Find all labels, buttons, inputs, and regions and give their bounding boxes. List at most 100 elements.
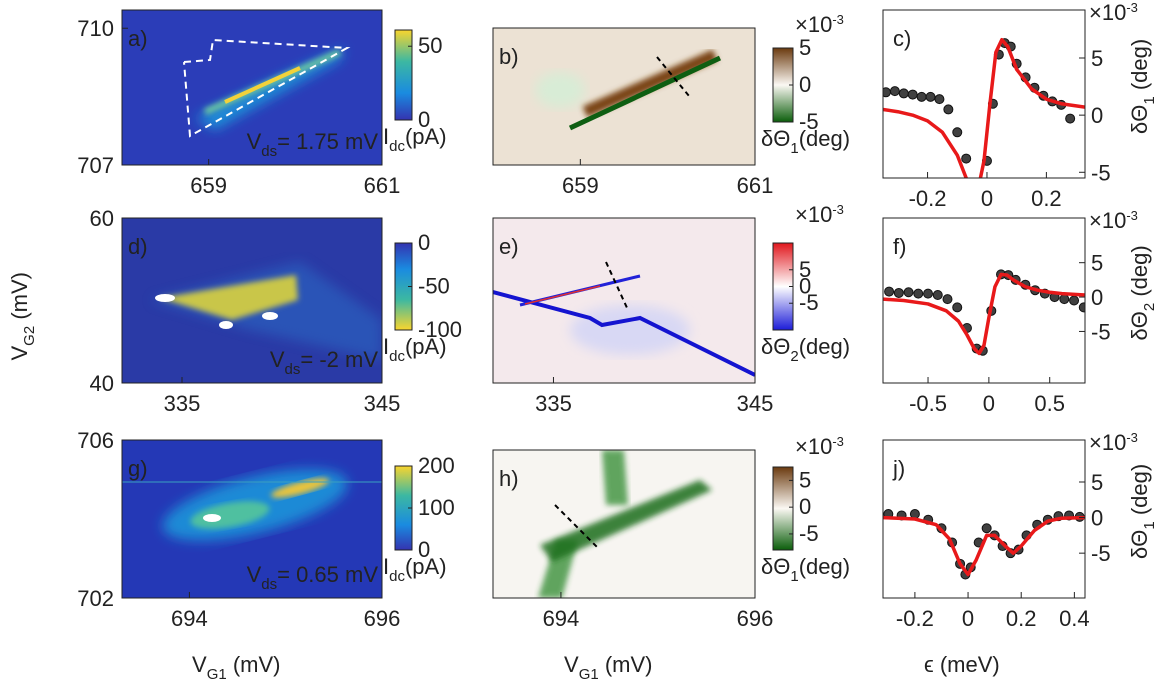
colorbar-tick-label: 0: [418, 107, 430, 132]
map-d: [122, 218, 382, 383]
colorbar-tick-label: -5: [799, 109, 819, 134]
colorbar-label: δΘ1(deg): [761, 554, 850, 585]
colorbar-multiplier-main: ×10: [795, 202, 832, 227]
y-axis-label-sub: G2: [21, 326, 38, 346]
x-axis-label-sub: G1: [579, 666, 599, 683]
y-axis-label-sub: 2: [1141, 303, 1158, 311]
panel-label: j): [892, 456, 905, 481]
x-tick-label: 335: [164, 391, 201, 416]
x-tick-label: 694: [543, 606, 580, 631]
colorbar-multiplier: ×10-3: [795, 202, 844, 227]
panel-label: e): [499, 234, 519, 259]
annotation-sub: ds: [285, 361, 301, 378]
y-tick-label: 40: [90, 371, 114, 396]
map-e: [493, 218, 755, 383]
colorbar-tick-label: -100: [418, 317, 462, 342]
x-axis-label-main: V: [564, 652, 579, 677]
colorbar-tick-label: 5: [799, 467, 811, 492]
y-tick-label: 0: [1091, 506, 1103, 531]
y-tick-label: 5: [1091, 251, 1103, 276]
panel-frame: [121, 217, 383, 384]
x-axis-label: VG1 (mV): [564, 652, 652, 683]
x-tick-label: 661: [737, 173, 774, 198]
colorbar-tick-label: 0: [799, 72, 811, 97]
panel-label: f): [893, 234, 906, 259]
data-point: [1059, 294, 1070, 305]
colorbar-label: Idc(pA): [383, 334, 447, 365]
data-point: [916, 91, 927, 102]
panel-frame: [492, 27, 756, 166]
x-tick-label: 0: [981, 186, 993, 211]
y-axis-label-after: (deg): [1127, 39, 1152, 96]
fit-line: [883, 272, 1085, 356]
panel-frame: [492, 217, 756, 384]
x-tick-label: 0.2: [1031, 186, 1062, 211]
colorbar-label-sub: 1: [790, 568, 798, 585]
colorbar-label-main: δΘ: [761, 554, 790, 579]
x-tick-label: 661: [364, 173, 401, 198]
x-tick-label: 335: [535, 391, 572, 416]
colorbar-tick-label: -5: [799, 521, 819, 546]
data-point: [913, 288, 924, 299]
colorbar-tick-label: 5: [799, 257, 811, 282]
colorbar-tick-label: 50: [418, 33, 442, 58]
colorbar-tick-label: 0: [799, 274, 811, 299]
colorbar-label-after: (deg): [799, 554, 850, 579]
panel-label: c): [893, 26, 911, 51]
colorbar-tick-label: 100: [418, 495, 455, 520]
colorbar-multiplier: ×10-3: [795, 12, 844, 37]
colorbar-label-sub: dc: [389, 138, 405, 155]
x-tick-label: 345: [364, 391, 401, 416]
colorbar-tick-label: 200: [418, 453, 455, 478]
fit-line: [883, 37, 1085, 178]
x-axis-label-sub: G1: [207, 666, 227, 683]
panel-frame: [121, 9, 383, 166]
colorbar-label-main: I: [383, 554, 389, 579]
data-point: [942, 294, 953, 305]
panel-label: h): [499, 466, 519, 491]
colorbar-multiplier-sup: -3: [832, 12, 844, 27]
x-tick-label: -0.5: [909, 391, 947, 416]
x-axis-label-main: V: [192, 652, 207, 677]
colorbar: [772, 466, 794, 551]
data-point: [907, 89, 918, 100]
y-axis-label-after: (deg): [1127, 464, 1152, 521]
colorbar-multiplier-main: ×10: [795, 434, 832, 459]
x-axis-label-after: (mV): [227, 652, 281, 677]
colorbar-label-after: (deg): [799, 126, 850, 151]
y-tick-label: 710: [77, 16, 114, 41]
panel-frame: [882, 439, 1086, 599]
y-axis-label-sub: 1: [1141, 521, 1158, 529]
data-point: [1069, 295, 1080, 306]
data-point: [884, 286, 895, 297]
colorbar-label-main: δΘ: [761, 334, 790, 359]
y-axis-label-main: δΘ: [1127, 105, 1152, 134]
y-axis-label: VG2 (mV): [7, 272, 38, 360]
x-tick-label: 0.4: [1059, 606, 1090, 631]
x-tick-label: 0: [983, 391, 995, 416]
panel-label: g): [128, 456, 148, 481]
colorbar-tick-label: 0: [418, 537, 430, 562]
x-tick-label: 345: [737, 391, 774, 416]
colorbar-tick-label: 0: [799, 494, 811, 519]
panel-frame: [882, 9, 1086, 179]
colorbar-label-sub: dc: [389, 348, 405, 365]
y-axis-label-after: (mV): [7, 272, 32, 326]
annotation-after: = -2 mV: [300, 347, 378, 372]
annotation-main: V: [247, 562, 262, 587]
x-tick-label: 696: [737, 606, 774, 631]
colorbar-multiplier-main: ×10: [795, 12, 832, 37]
x-tick-label: -0.2: [909, 186, 947, 211]
y-tick-label: 5: [1091, 470, 1103, 495]
panel-frame: [492, 449, 756, 599]
data-point: [934, 94, 945, 105]
y-axis-label-main: δΘ: [1127, 311, 1152, 340]
panel-frame: [882, 217, 1086, 384]
y-tick-label: 702: [77, 586, 114, 611]
x-tick-label: 696: [364, 606, 401, 631]
colorbar-label-main: I: [383, 334, 389, 359]
y-axis-label-after: (deg): [1127, 245, 1152, 302]
annotation: Vds= 0.65 mV: [247, 562, 379, 593]
y-tick-label: 0: [1091, 103, 1103, 128]
